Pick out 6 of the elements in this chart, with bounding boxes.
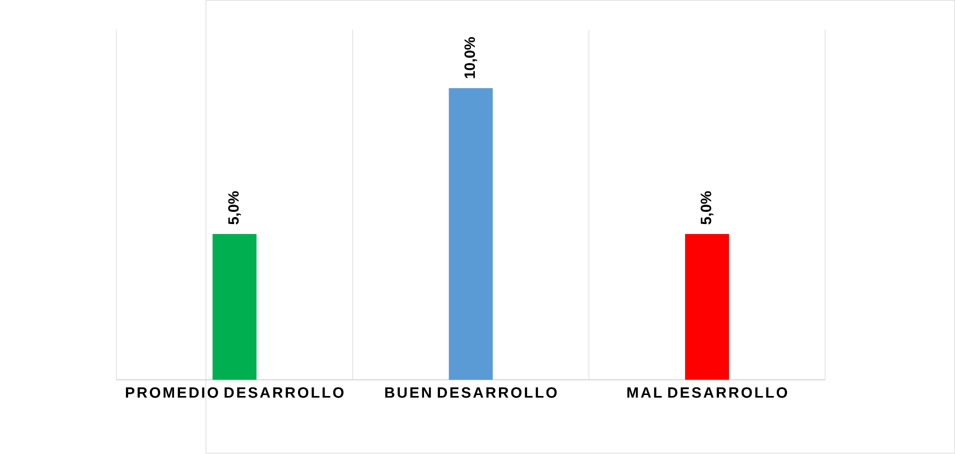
x-tick-label: BUEN DESARROLLO [385,388,557,398]
data-label: 10,0% [464,37,478,78]
x-tick-label: MAL DESARROLLO [627,388,788,398]
x-tick-label: PROMEDIO DESARROLLO [126,388,344,398]
data-label: 5,0% [228,192,241,225]
data-label: 5,0% [700,192,714,225]
